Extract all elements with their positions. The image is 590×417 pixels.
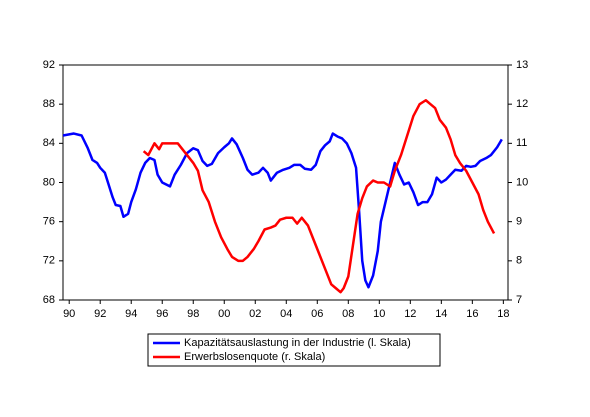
x-tick-label: 08 bbox=[342, 308, 354, 320]
x-tick-label: 98 bbox=[187, 308, 199, 320]
y-tick-label: 88 bbox=[43, 98, 55, 110]
y2-tick-label: 12 bbox=[516, 98, 528, 110]
x-tick-label: 92 bbox=[94, 308, 106, 320]
legend-label: Erwerbslosenquote (r. Skala) bbox=[184, 351, 325, 363]
x-tick-label: 14 bbox=[435, 308, 447, 320]
x-tick-label: 94 bbox=[125, 308, 137, 320]
y-tick-label: 68 bbox=[43, 294, 55, 306]
y2-tick-label: 9 bbox=[516, 216, 522, 228]
x-tick-label: 90 bbox=[63, 308, 75, 320]
legend bbox=[147, 333, 441, 367]
y2-tick-label: 11 bbox=[516, 137, 527, 149]
x-tick-label: 12 bbox=[404, 308, 416, 320]
y2-tick-label: 7 bbox=[516, 294, 522, 306]
y-tick-label: 76 bbox=[43, 216, 55, 228]
y-tick-label: 80 bbox=[43, 176, 55, 188]
x-tick-label: 04 bbox=[280, 308, 292, 320]
y-tick-label: 84 bbox=[43, 137, 55, 149]
y-tick-label: 72 bbox=[43, 255, 55, 267]
y2-tick-label: 8 bbox=[516, 255, 522, 267]
x-tick-label: 06 bbox=[311, 308, 323, 320]
x-tick-label: 10 bbox=[373, 308, 385, 320]
x-tick-label: 96 bbox=[156, 308, 168, 320]
x-tick-label: 02 bbox=[249, 308, 261, 320]
y2-tick-label: 10 bbox=[516, 176, 528, 188]
x-tick-label: 00 bbox=[218, 308, 230, 320]
x-tick-label: 16 bbox=[466, 308, 478, 320]
x-tick-label: 18 bbox=[497, 308, 509, 320]
y-tick-label: 92 bbox=[43, 59, 55, 71]
series-line bbox=[62, 132, 503, 289]
legend-label: Kapazitätsauslastung in der Industrie (l… bbox=[184, 337, 411, 349]
series-line bbox=[142, 99, 496, 294]
y2-tick-label: 13 bbox=[516, 59, 528, 71]
